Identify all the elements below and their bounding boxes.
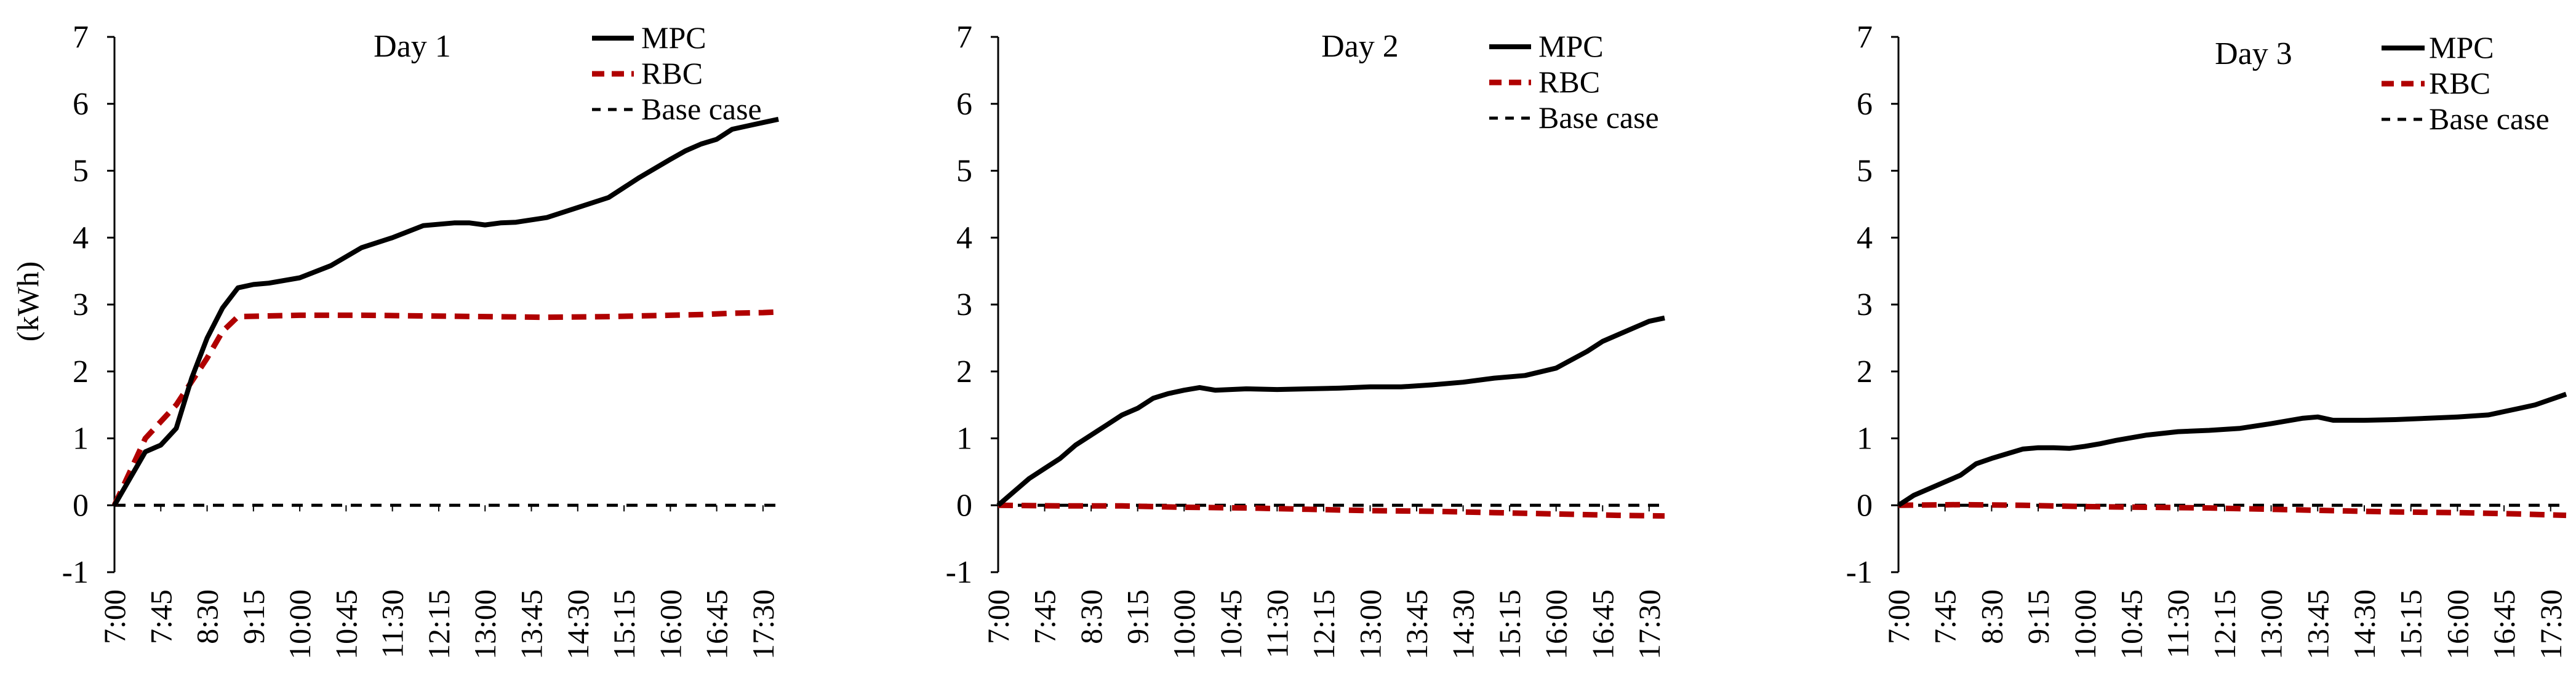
y-tick-label: 2: [1857, 354, 1873, 389]
series-line-rbc: [998, 502, 1665, 519]
y-tick-label: 6: [73, 87, 89, 122]
x-tick-label: 16:00: [653, 589, 687, 660]
series-line-rbc: [1898, 501, 2567, 519]
series-line-mpc: [1897, 391, 2567, 508]
y-tick-label: 1: [1857, 421, 1873, 457]
x-tick-label: 12:15: [1306, 589, 1341, 660]
x-tick-label: 10:45: [1214, 589, 1248, 660]
y-tick-label: 4: [1857, 220, 1873, 255]
y-tick-label: 4: [73, 220, 89, 255]
x-tick-label: 7:45: [1928, 589, 1962, 644]
chart-title: Day 1: [374, 29, 451, 64]
x-tick-label: 7:00: [97, 589, 132, 644]
x-tick-label: 13:45: [2300, 589, 2335, 660]
x-tick-label: 7:00: [1881, 589, 1916, 644]
x-tick-label: 16:45: [1585, 589, 1620, 660]
x-tick-label: 11:30: [2161, 589, 2195, 658]
y-tick-label: 6: [1857, 87, 1873, 122]
x-tick-label: 13:00: [468, 589, 502, 660]
x-tick-label: 13:00: [2254, 589, 2289, 660]
y-tick-label: 7: [956, 20, 972, 55]
legend-label: Base case: [641, 92, 762, 126]
y-tick-label: 5: [956, 154, 972, 189]
x-tick-label: 15:15: [2394, 589, 2428, 660]
legend-label: Base case: [1538, 100, 1659, 135]
legend-label: RBC: [641, 56, 703, 90]
y-tick-label: 7: [73, 20, 89, 55]
legend-label: MPC: [641, 20, 706, 55]
y-tick-label: -1: [62, 555, 89, 590]
legend-label: MPC: [1538, 29, 1604, 63]
chart-panel-3: -1 0 1 2 3 4 5 6 7 7:00 7:45 8:30 9:15 10:00 10:45 11:3…: [1846, 20, 2568, 660]
x-tick-label: 9:15: [2021, 589, 2055, 644]
y-tick-label: 7: [1857, 20, 1873, 55]
x-tick-label: 10:00: [282, 589, 317, 660]
x-tick-label: 9:15: [236, 589, 271, 644]
x-tick-label: 8:30: [1074, 589, 1108, 644]
x-tick-label: 13:45: [514, 589, 549, 660]
x-tick-label: 8:30: [190, 589, 225, 644]
legend-label: RBC: [2429, 66, 2490, 100]
y-tick-label: -1: [946, 555, 972, 590]
y-tick-label: 0: [956, 488, 972, 523]
x-tick-label: 15:15: [607, 589, 641, 660]
y-tick-label: 0: [1857, 488, 1873, 523]
x-tick-label: 17:30: [1632, 589, 1666, 660]
x-tick-label: 16:00: [2440, 589, 2474, 660]
y-tick-label: 4: [956, 220, 972, 255]
x-tick-label: 14:30: [561, 589, 595, 660]
chart-title: Day 2: [1321, 29, 1399, 64]
y-tick-label: 6: [956, 87, 972, 122]
x-tick-label: 14:30: [2347, 589, 2382, 660]
chart-title: Day 3: [2215, 36, 2292, 71]
series-line-mpc: [996, 315, 1665, 508]
series-line-rbc: [111, 309, 779, 507]
y-tick-label: -1: [1846, 555, 1873, 590]
x-tick-label: 7:45: [143, 589, 178, 644]
x-tick-label: 10:00: [1167, 589, 1201, 660]
x-tick-label: 11:30: [1260, 589, 1294, 658]
y-axis-label: (kWh): [10, 261, 45, 342]
x-tick-label: 9:15: [1121, 589, 1155, 644]
chart-panel-2: -1 0 1 2 3 4 5 6 7 7:00 7:45 8:30 9:15 10:00 10:45 11:3…: [946, 20, 1666, 660]
chart-panel-1: -1 0 1 2 3 4 5 6 7 7:00 7:45 8:30 9:15 10:00 10:45 11:3…: [10, 20, 780, 660]
x-tick-label: 8:30: [1974, 589, 2009, 644]
x-tick-label: 17:30: [746, 589, 780, 660]
y-tick-label: 0: [73, 488, 89, 523]
y-tick-label: 3: [956, 287, 972, 322]
x-tick-label: 13:45: [1399, 589, 1434, 660]
y-tick-label: 5: [1857, 154, 1873, 189]
x-tick-label: 16:45: [700, 589, 734, 660]
x-tick-label: 13:00: [1353, 589, 1387, 660]
x-tick-label: 16:00: [1539, 589, 1574, 660]
y-tick-label: 1: [73, 421, 89, 457]
x-tick-label: 15:15: [1492, 589, 1527, 660]
y-tick-label: 2: [956, 354, 972, 389]
x-tick-label: 10:45: [2114, 589, 2148, 660]
y-tick-label: 5: [73, 154, 89, 189]
y-tick-label: 3: [1857, 287, 1873, 322]
x-tick-label: 17:30: [2534, 589, 2568, 660]
x-tick-label: 7:00: [981, 589, 1015, 644]
x-tick-label: 11:30: [375, 589, 410, 658]
legend-label: Base case: [2429, 102, 2550, 136]
series-line-mpc: [112, 116, 779, 507]
y-tick-label: 1: [956, 421, 972, 457]
x-tick-label: 10:45: [329, 589, 363, 660]
legend-label: RBC: [1538, 65, 1600, 99]
x-tick-label: 7:45: [1028, 589, 1062, 644]
x-tick-label: 14:30: [1446, 589, 1481, 660]
x-tick-label: 10:00: [2068, 589, 2102, 660]
legend-label: MPC: [2429, 30, 2494, 65]
x-tick-label: 12:15: [2207, 589, 2242, 660]
y-tick-label: 2: [73, 354, 89, 389]
y-tick-label: 3: [73, 287, 89, 322]
x-tick-label: 12:15: [422, 589, 456, 660]
x-tick-label: 16:45: [2487, 589, 2521, 660]
